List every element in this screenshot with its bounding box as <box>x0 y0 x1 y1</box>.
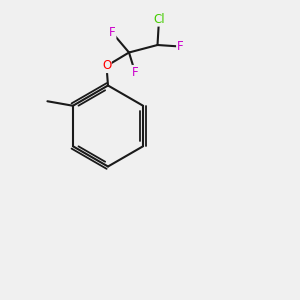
Text: O: O <box>102 59 111 73</box>
Text: Cl: Cl <box>153 13 165 26</box>
Text: F: F <box>109 26 116 40</box>
Text: F: F <box>177 40 183 53</box>
Text: F: F <box>132 65 138 79</box>
